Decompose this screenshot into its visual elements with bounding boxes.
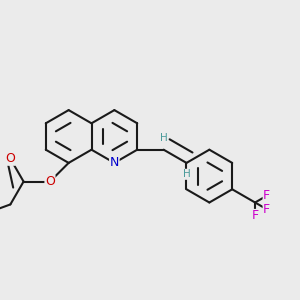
Text: O: O — [45, 175, 55, 188]
Text: H: H — [183, 169, 190, 179]
Text: F: F — [263, 203, 270, 216]
Text: H: H — [160, 133, 167, 143]
Text: F: F — [251, 209, 259, 223]
Text: N: N — [110, 156, 119, 170]
Text: F: F — [263, 189, 270, 202]
Text: O: O — [5, 152, 15, 165]
